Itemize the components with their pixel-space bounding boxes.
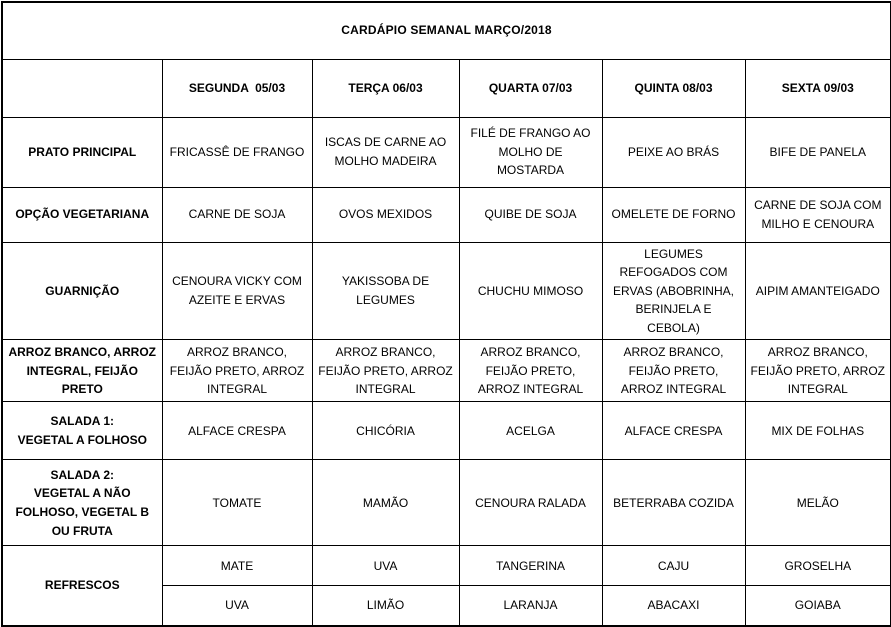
menu-cell: MATE xyxy=(161,545,313,587)
title-row: CARDÁPIO SEMANAL MARÇO/2018 xyxy=(1,1,891,60)
day-header-sexta: SEXTA 09/03 xyxy=(744,58,891,118)
menu-cell: AIPIM AMANTEIGADO xyxy=(744,241,891,341)
day-header-quarta: QUARTA 07/03 xyxy=(458,58,603,118)
day-header-terca: TERÇA 06/03 xyxy=(311,58,460,118)
menu-cell: GROSELHA xyxy=(744,545,891,587)
menu-cell: ARROZ BRANCO, FEIJÃO PRETO, ARROZ INTEGR… xyxy=(601,339,746,403)
menu-cell: ARROZ BRANCO, FEIJÃO PRETO, ARROZ INTEGR… xyxy=(458,339,603,403)
menu-cell: LEGUMES REFOGADOS COM ERVAS (ABOBRINHA, … xyxy=(601,241,746,341)
menu-cell: CENOURA VICKY COM AZEITE E ERVAS xyxy=(161,241,313,341)
menu-cell: LIMÃO xyxy=(311,585,460,627)
row-label-guarnicao: GUARNIÇÃO xyxy=(1,241,163,341)
menu-cell: QUIBE DE SOJA xyxy=(458,186,603,243)
menu-cell: UVA xyxy=(161,585,313,627)
menu-cell: ARROZ BRANCO, FEIJÃO PRETO, ARROZ INTEGR… xyxy=(311,339,460,403)
menu-cell: ABACAXI xyxy=(601,585,746,627)
menu-cell: CARNE DE SOJA xyxy=(161,186,313,243)
menu-cell: ALFACE CRESPA xyxy=(601,401,746,461)
table-row: PRATO PRINCIPAL FRICASSÊ DE FRANGO ISCAS… xyxy=(1,116,891,188)
menu-cell: MELÃO xyxy=(744,459,891,547)
menu-cell: ARROZ BRANCO, FEIJÃO PRETO, ARROZ INTEGR… xyxy=(744,339,891,403)
menu-cell: CARNE DE SOJA COM MILHO E CENOURA xyxy=(744,186,891,243)
table-row: REFRESCOS MATE UVA TANGERINA CAJU GROSEL… xyxy=(1,545,891,627)
menu-cell: CHUCHU MIMOSO xyxy=(458,241,603,341)
day-header-segunda: SEGUNDA 05/03 xyxy=(161,58,313,118)
row-label-prato-principal: PRATO PRINCIPAL xyxy=(1,116,163,188)
menu-cell: PEIXE AO BRÁS xyxy=(601,116,746,188)
menu-cell: OVOS MEXIDOS xyxy=(311,186,460,243)
corner-cell xyxy=(1,58,163,118)
menu-cell: CAJU xyxy=(601,545,746,587)
menu-cell: UVA xyxy=(311,545,460,587)
row-label-salada-2: SALADA 2: VEGETAL A NÃO FOLHOSO, VEGETAL… xyxy=(1,459,163,547)
menu-cell: GOIABA xyxy=(744,585,891,627)
menu-cell: FRICASSÊ DE FRANGO xyxy=(161,116,313,188)
table-row: GUARNIÇÃO CENOURA VICKY COM AZEITE E ERV… xyxy=(1,241,891,341)
menu-cell: BETERRABA COZIDA xyxy=(601,459,746,547)
menu-cell: TANGERINA xyxy=(458,545,603,587)
menu-cell: TOMATE xyxy=(161,459,313,547)
menu-cell: BIFE DE PANELA xyxy=(744,116,891,188)
menu-cell: ISCAS DE CARNE AO MOLHO MADEIRA xyxy=(311,116,460,188)
menu-cell: MIX DE FOLHAS xyxy=(744,401,891,461)
table-row: SALADA 1: VEGETAL A FOLHOSO ALFACE CRESP… xyxy=(1,401,891,461)
menu-cell: ARROZ BRANCO, FEIJÃO PRETO, ARROZ INTEGR… xyxy=(161,339,313,403)
menu-cell: YAKISSOBA DE LEGUMES xyxy=(311,241,460,341)
menu-cell: MAMÃO xyxy=(311,459,460,547)
table-row: ARROZ BRANCO, ARROZ INTEGRAL, FEIJÃO PRE… xyxy=(1,339,891,403)
row-label-arroz-feijao: ARROZ BRANCO, ARROZ INTEGRAL, FEIJÃO PRE… xyxy=(1,339,163,403)
row-label-opcao-vegetariana: OPÇÃO VEGETARIANA xyxy=(1,186,163,243)
menu-cell: OMELETE DE FORNO xyxy=(601,186,746,243)
table-row: OPÇÃO VEGETARIANA CARNE DE SOJA OVOS MEX… xyxy=(1,186,891,243)
menu-cell: CENOURA RALADA xyxy=(458,459,603,547)
menu-cell: LARANJA xyxy=(458,585,603,627)
menu-cell: ACELGA xyxy=(458,401,603,461)
menu-cell: FILÉ DE FRANGO AO MOLHO DE MOSTARDA xyxy=(458,116,603,188)
table-row: SALADA 2: VEGETAL A NÃO FOLHOSO, VEGETAL… xyxy=(1,459,891,547)
page-title: CARDÁPIO SEMANAL MARÇO/2018 xyxy=(1,1,891,60)
row-label-refrescos: REFRESCOS xyxy=(1,545,163,627)
header-row: SEGUNDA 05/03 TERÇA 06/03 QUARTA 07/03 Q… xyxy=(1,58,891,118)
row-label-salada-1: SALADA 1: VEGETAL A FOLHOSO xyxy=(1,401,163,461)
day-header-quinta: QUINTA 08/03 xyxy=(601,58,746,118)
menu-cell: ALFACE CRESPA xyxy=(161,401,313,461)
menu-cell: CHICÓRIA xyxy=(311,401,460,461)
